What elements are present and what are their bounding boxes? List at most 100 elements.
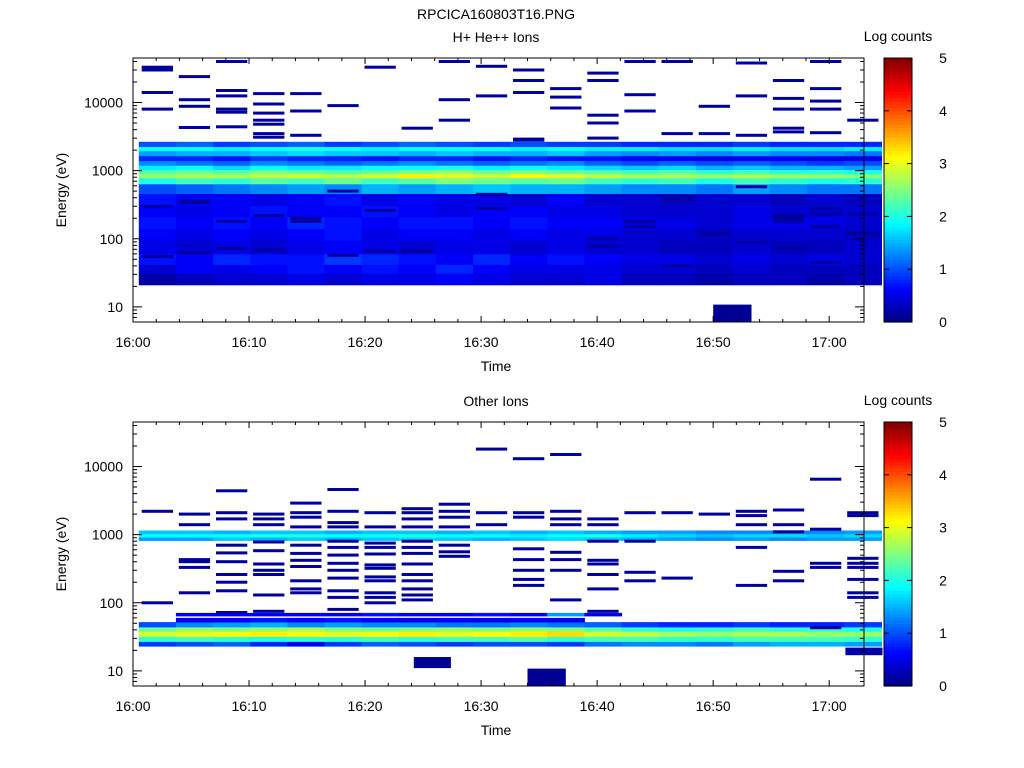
count-line (513, 558, 545, 562)
count-line (141, 601, 173, 605)
band-cell (510, 240, 548, 255)
count-line (290, 543, 322, 547)
band-cell (621, 193, 660, 206)
count-line (772, 213, 805, 217)
colorbar-segment (884, 567, 912, 572)
band-cell (770, 141, 808, 147)
band-cell (844, 183, 882, 194)
count-line (290, 558, 322, 562)
band-cell (584, 146, 623, 152)
band-cell (250, 216, 288, 230)
axes-frame (132, 421, 865, 687)
colorbar-segment (884, 81, 912, 85)
count-line (327, 595, 359, 599)
band-cell (584, 533, 623, 538)
colorbar-segment (884, 153, 912, 158)
colorbar-segment (884, 209, 912, 214)
count-line (327, 561, 359, 565)
band-cell (844, 150, 882, 157)
count-line (587, 121, 619, 125)
colorbar-segment (884, 312, 912, 316)
band-cell (361, 155, 400, 162)
x-tick-label: 16:00 (115, 698, 150, 714)
count-line (810, 260, 842, 264)
colorbar-tick-label: 5 (939, 50, 947, 66)
colorbar-segment (884, 623, 912, 628)
band-cell (807, 627, 845, 632)
band-cell (435, 173, 474, 179)
count-line (253, 122, 285, 126)
x-tick-label: 17:00 (812, 334, 847, 350)
band-cell (138, 216, 177, 230)
colorbar-segment (884, 262, 912, 267)
x-tick-label: 16:10 (232, 334, 267, 350)
band-cell (473, 533, 511, 538)
count-line (475, 523, 508, 527)
band-cell (658, 146, 697, 152)
count-line (253, 573, 285, 576)
band-cell (732, 622, 771, 628)
count-line (550, 517, 582, 521)
band-cell (695, 530, 734, 535)
band-cell (361, 617, 400, 623)
colorbar: 0 1 2 3 4 5 Log counts (864, 28, 947, 330)
count-line (216, 89, 248, 92)
band-cell (324, 183, 363, 194)
colorbar-segment (884, 58, 912, 62)
colorbar-segment (884, 74, 912, 79)
band-cell (732, 228, 771, 241)
band-cell (398, 165, 437, 171)
band-cell (435, 641, 474, 647)
band-cell (435, 636, 474, 642)
count-line (810, 477, 842, 481)
band-cell (658, 183, 697, 194)
band-cell (398, 631, 437, 637)
band-cell (473, 530, 511, 535)
band-cell (473, 169, 511, 175)
colorbar-segment (884, 97, 912, 102)
band-cell (844, 264, 882, 274)
band-cell (695, 264, 734, 274)
colorbar-segment (884, 216, 912, 221)
band-cell (807, 537, 845, 541)
band-cell (435, 240, 474, 255)
band-cell (732, 178, 771, 185)
band-cell (398, 216, 437, 230)
band-cell (213, 150, 251, 157)
band-cell (435, 617, 474, 623)
band-cell (435, 533, 474, 538)
band-cell (770, 205, 808, 218)
colorbar-segment (884, 157, 912, 161)
band-cell (770, 533, 808, 538)
band-cell (287, 205, 325, 218)
count-line (624, 225, 656, 229)
band-cell (435, 264, 474, 274)
band-cell (435, 193, 474, 206)
colorbar-segment (884, 71, 912, 76)
count-line (847, 595, 879, 599)
colorbar-segment (884, 494, 912, 499)
band-cell (807, 253, 845, 265)
count-line (587, 523, 619, 527)
colorbar-segment (884, 180, 912, 184)
band-cell (213, 530, 251, 535)
band-cell (250, 617, 288, 623)
colorbar-segment (884, 662, 912, 667)
band-cell (695, 216, 734, 230)
band-cell (844, 273, 882, 286)
band-cell (250, 169, 288, 175)
count-line (216, 551, 248, 555)
count-line (661, 132, 693, 136)
count-line (847, 577, 879, 581)
band-cell (510, 155, 548, 162)
band-cell (621, 150, 660, 157)
band-cell (732, 627, 771, 632)
count-line (290, 92, 322, 96)
count-line (253, 213, 285, 217)
band-cell (621, 178, 660, 185)
colorbar-segment (884, 279, 912, 283)
count-line (364, 209, 396, 212)
band-cell (621, 264, 660, 274)
colorbar-segment (884, 196, 912, 201)
band-cell (510, 273, 548, 286)
